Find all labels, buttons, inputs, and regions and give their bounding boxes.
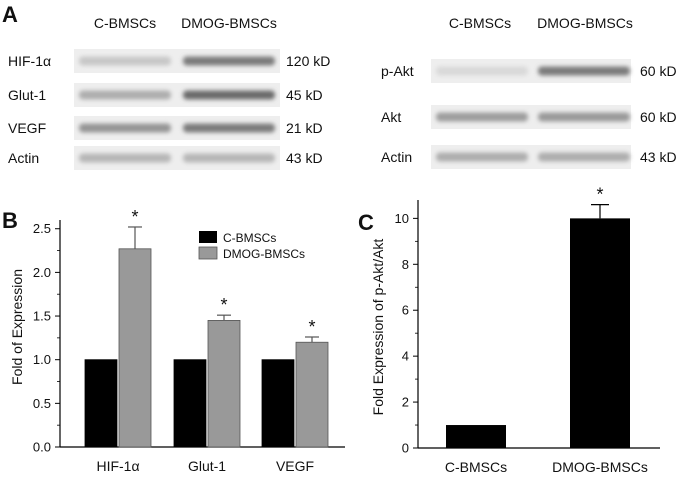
chart-c-y-tick-label: 8: [402, 257, 409, 272]
blot-band: [436, 66, 528, 76]
blot-left-col-2: DMOG-BMSCs: [181, 15, 277, 31]
blot-band: [183, 123, 275, 133]
chart-b-bar-c-bmscs-vegf: [261, 359, 295, 448]
blot-band: [79, 153, 171, 163]
blot-band: [538, 152, 630, 162]
blot-right-col-2: DMOG-BMSCs: [537, 15, 633, 31]
chart-c-y-tick-label: 4: [402, 349, 409, 364]
chart-b-significance-marker: *: [131, 207, 138, 227]
blot-right-row-actin: Actin 43 kD: [381, 145, 677, 169]
chart-b-y-tick-label: 1.0: [33, 352, 51, 367]
blot-left-col-1: C-BMSCs: [94, 15, 156, 31]
blot-row-label: Actin: [8, 150, 39, 166]
chart-b-bar-c-bmscs-hif-1: [84, 359, 118, 448]
chart-c-y-tick-label: 0: [402, 441, 409, 456]
chart-b-significance-marker: *: [308, 317, 315, 337]
chart-b-significance-marker: *: [220, 295, 227, 315]
chart-c-significance-marker: *: [596, 185, 603, 205]
blot-band: [436, 112, 528, 122]
blot-band: [183, 56, 275, 66]
blot-band: [436, 152, 528, 162]
blot-size-label: 60 kD: [640, 63, 677, 79]
blot-right-row-akt: Akt 60 kD: [381, 105, 677, 129]
chart-b-y-tick-label: 0.0: [33, 440, 51, 455]
chart-b-bar-c-bmscs-glut-1: [173, 359, 207, 448]
blot-size-label: 21 kD: [286, 120, 323, 136]
chart-c-bar-c-bmscs: [446, 425, 506, 448]
blot-row-label: Actin: [381, 149, 412, 165]
chart-c-bar-dmog-bmscs: [570, 218, 630, 448]
blot-band: [79, 123, 171, 133]
chart-c: 0 2 4 6 8 10 C-BMSCs DMOG-BMSCs * Fold Expressi…: [370, 185, 660, 475]
legend-swatch-dmog-bmscs: [198, 246, 218, 260]
chart-b-y-tick-label: 2.0: [33, 265, 51, 280]
chart-c-x-tick-label-c-bmscs: C-BMSCs: [445, 459, 507, 475]
chart-b-y-tick-label: 2.5: [33, 221, 51, 236]
blot-band: [183, 153, 275, 163]
chart-b: 0.0 0.5 1.0 1.5 2.0 2.5 HIF-1α Glut-1 VEGF * * * F…: [9, 207, 345, 474]
chart-c-y-tick-label: 2: [402, 395, 409, 410]
panel-label-c: C: [358, 210, 374, 235]
blot-left-row-actin: Actin 43 kD: [8, 146, 323, 170]
panel-label-a: A: [2, 2, 18, 27]
blot-band: [538, 66, 630, 76]
chart-c-y-tick-label: 6: [402, 303, 409, 318]
chart-b-y-tick-label: 0.5: [33, 396, 51, 411]
blot-band: [538, 112, 630, 122]
blot-size-label: 43 kD: [286, 150, 323, 166]
western-blot-right: C-BMSCs DMOG-BMSCs p-Akt 60 kD Akt 60 kD Act…: [381, 15, 677, 169]
chart-b-y-tick-label: 1.5: [33, 309, 51, 324]
western-blot-left: C-BMSCs DMOG-BMSCs HIF-1α 120 kD Glut-1 45 …: [8, 15, 330, 170]
blot-size-label: 45 kD: [286, 87, 323, 103]
blot-row-label: HIF-1α: [8, 53, 51, 69]
chart-b-bar-dmog-bmscs-glut-1: [207, 320, 241, 448]
chart-b-x-tick-label-hif-1: HIF-1α: [96, 458, 139, 474]
blot-size-label: 43 kD: [640, 149, 677, 165]
blot-band: [79, 56, 171, 66]
blot-row-label: p-Akt: [381, 63, 414, 79]
chart-b-bar-dmog-bmscs-vegf: [295, 341, 329, 448]
blot-left-row-glut-1: Glut-1 45 kD: [8, 83, 323, 107]
chart-b-bar-dmog-bmscs-hif-1: [118, 248, 152, 448]
legend-label-dmog-bmscs: DMOG-BMSCs: [223, 247, 305, 261]
blot-left-row-vegf: VEGF 21 kD: [8, 116, 323, 140]
blot-row-label: Akt: [381, 109, 401, 125]
blot-size-label: 120 kD: [286, 53, 330, 69]
blot-right-col-1: C-BMSCs: [449, 15, 511, 31]
blot-size-label: 60 kD: [640, 109, 677, 125]
chart-b-legend: C-BMSCs DMOG-BMSCs: [198, 231, 305, 261]
blot-left-row-hif-1: HIF-1α 120 kD: [8, 49, 330, 73]
blot-row-label: VEGF: [8, 120, 46, 136]
chart-b-x-tick-label-glut-1: Glut-1: [188, 458, 226, 474]
chart-c-x-tick-label-dmog-bmscs: DMOG-BMSCs: [552, 459, 648, 475]
chart-c-y-axis-title: Fold Expression of p-Akt/Akt: [370, 239, 386, 416]
blot-band: [79, 90, 171, 100]
chart-c-y-tick-label: 10: [395, 211, 409, 226]
legend-swatch-c-bmscs: [199, 231, 217, 243]
chart-b-y-axis-title: Fold of Expression: [9, 269, 25, 385]
blot-right-row-p-akt: p-Akt 60 kD: [381, 59, 677, 83]
blot-row-label: Glut-1: [8, 87, 46, 103]
blot-band: [183, 90, 275, 100]
legend-label-c-bmscs: C-BMSCs: [223, 231, 276, 245]
chart-b-x-tick-label-vegf: VEGF: [276, 458, 314, 474]
panel-label-b: B: [2, 208, 18, 233]
